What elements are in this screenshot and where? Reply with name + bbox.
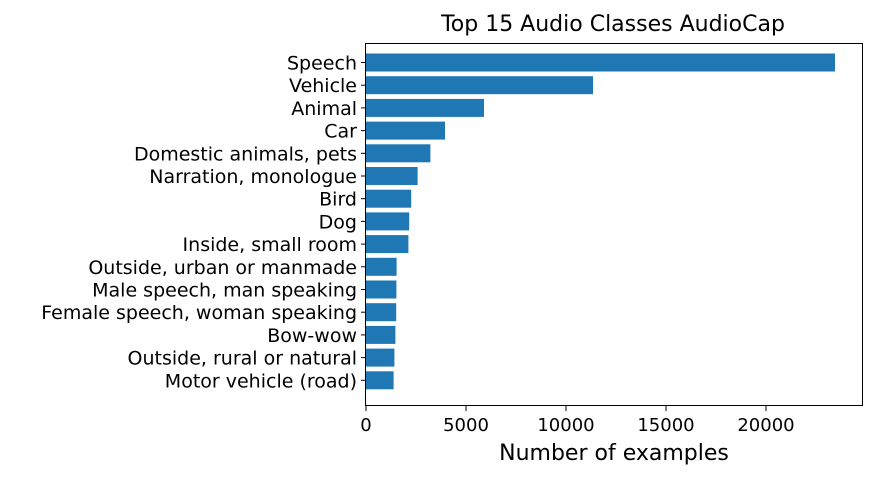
x-tick-label-3: 15000 [637, 415, 694, 436]
category-label-4: Domestic animals, pets [134, 143, 357, 165]
x-axis-label: Number of examples [499, 441, 729, 466]
category-label-7: Dog [319, 211, 357, 233]
bar-8 [366, 235, 409, 254]
bar-6 [366, 189, 412, 208]
bar-2 [366, 98, 484, 117]
x-tick-label-2: 10000 [537, 415, 594, 436]
category-label-1: Vehicle [289, 75, 357, 97]
category-label-10: Male speech, man speaking [92, 280, 357, 302]
category-label-14: Motor vehicle (road) [165, 370, 357, 392]
bar-12 [366, 325, 396, 344]
category-label-3: Car [324, 121, 357, 143]
bar-13 [366, 348, 395, 367]
category-label-13: Outside, rural or natural [128, 348, 357, 370]
bar-11 [366, 303, 397, 322]
bar-10 [366, 280, 397, 299]
category-label-5: Narration, monologue [149, 166, 357, 188]
category-label-8: Inside, small room [183, 234, 357, 256]
plot-frame [365, 43, 863, 406]
category-label-2: Animal [291, 98, 357, 120]
bar-5 [366, 167, 418, 185]
x-tick-label-4: 20000 [737, 415, 794, 436]
x-axis-ticks: 0 5000 10000 15000 20000 [360, 406, 795, 436]
category-label-11: Female speech, woman speaking [41, 302, 357, 324]
bar-3 [366, 121, 445, 140]
category-label-9: Outside, urban or manmade [88, 257, 357, 279]
bar-14 [366, 371, 394, 390]
x-tick-label-1: 5000 [443, 415, 489, 436]
bar-7 [366, 212, 410, 231]
bar-0 [366, 53, 835, 72]
bar-1 [366, 76, 593, 95]
category-label-0: Speech [287, 53, 357, 75]
bar-4 [366, 144, 431, 163]
category-label-6: Bird [319, 189, 357, 211]
category-label-12: Bow-wow [267, 325, 357, 347]
bars-group [366, 53, 835, 390]
bar-9 [366, 257, 397, 276]
chart-title: Top 15 Audio Classes AudioCap [440, 12, 785, 37]
x-tick-label-0: 0 [360, 415, 371, 436]
